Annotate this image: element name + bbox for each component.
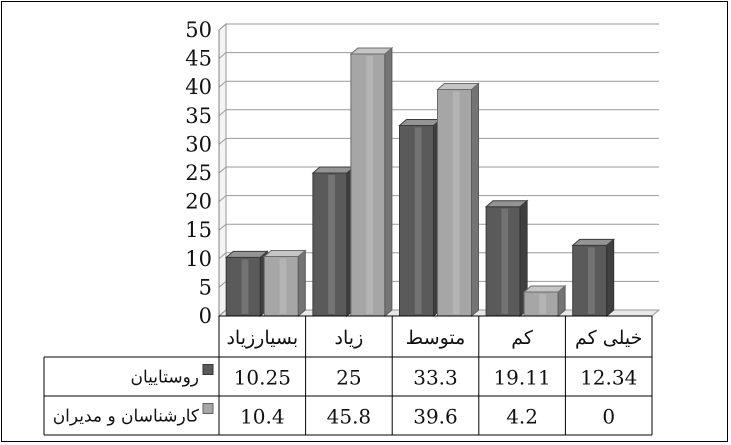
bar-face xyxy=(501,208,509,314)
table-value: 39.6 xyxy=(413,405,458,429)
bar-face xyxy=(297,249,306,318)
category-label: متوسط xyxy=(406,327,466,349)
y-tick-label: 5 xyxy=(199,275,212,299)
bar-face xyxy=(539,293,547,314)
y-tick-label: 0 xyxy=(199,304,212,328)
gridline-depth xyxy=(218,281,227,288)
gridline-depth xyxy=(218,223,227,231)
bar-face xyxy=(224,250,269,258)
bar xyxy=(262,249,307,318)
gridline-depth xyxy=(218,80,227,88)
bar-face xyxy=(484,200,529,208)
y-tick-label: 35 xyxy=(185,104,212,128)
bar xyxy=(436,82,480,318)
bar-face xyxy=(522,285,567,293)
gridline-depth xyxy=(218,109,227,117)
y-tick-label: 20 xyxy=(185,190,212,214)
table-value: 4.2 xyxy=(506,405,538,429)
bar-face xyxy=(311,166,356,174)
y-tick-label: 10 xyxy=(185,247,212,271)
bar-face xyxy=(384,46,393,318)
gridline-depth xyxy=(218,195,227,202)
bar-face xyxy=(241,259,249,314)
bar-face xyxy=(262,250,307,258)
bar xyxy=(571,238,616,318)
gridline-depth xyxy=(218,23,227,31)
category-label: کم xyxy=(511,327,534,349)
bar-face xyxy=(279,258,287,314)
bar xyxy=(349,46,394,318)
category-label: خیلی کم xyxy=(575,327,642,349)
table-value: 0 xyxy=(602,405,615,429)
table-value: 19.11 xyxy=(493,366,550,390)
y-tick-label: 25 xyxy=(185,161,212,185)
y-tick-label: 50 xyxy=(185,18,212,42)
series-name: کارشناسان و مدیران xyxy=(53,407,200,427)
bar-face xyxy=(366,56,373,315)
bar xyxy=(224,250,269,318)
bar-face xyxy=(588,247,595,314)
bar xyxy=(311,165,356,318)
bar-face xyxy=(471,82,479,318)
gridline-depth xyxy=(218,252,227,260)
table-value: 45.8 xyxy=(327,405,372,429)
bar-face xyxy=(398,119,442,127)
bar-face xyxy=(571,238,616,246)
legend-key xyxy=(202,364,214,375)
y-tick-label: 45 xyxy=(185,47,212,71)
y-tick-label: 30 xyxy=(185,132,212,156)
bar-face xyxy=(452,91,460,314)
category-label: بسیارزیاد xyxy=(226,327,298,349)
table-value: 33.3 xyxy=(413,366,458,390)
gridline-depth xyxy=(218,309,227,317)
bar xyxy=(484,199,529,318)
table-value: 12.34 xyxy=(580,366,637,390)
legend-key xyxy=(202,403,214,414)
y-tick-label: 15 xyxy=(185,218,212,242)
bar-face xyxy=(349,47,394,55)
table-value: 10.4 xyxy=(240,405,285,429)
bar-face xyxy=(606,238,615,318)
bar-face xyxy=(436,82,480,90)
gridline-depth xyxy=(218,52,227,59)
bar xyxy=(522,284,567,318)
y-tick-label: 40 xyxy=(185,75,212,99)
table-value: 25 xyxy=(336,366,361,390)
series-name: روستاییان xyxy=(131,368,200,388)
gridline-depth xyxy=(218,166,227,174)
category-label: زیاد xyxy=(335,327,364,349)
bar-face xyxy=(328,175,335,314)
bar xyxy=(398,118,442,318)
table-value: 10.25 xyxy=(234,366,291,390)
gridline-depth xyxy=(218,138,227,145)
bar-face xyxy=(414,127,422,314)
